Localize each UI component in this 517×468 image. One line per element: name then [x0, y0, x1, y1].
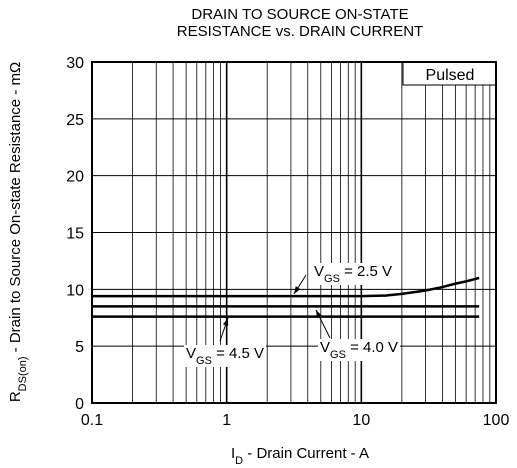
chart-title: DRAIN TO SOURCE ON-STATE [191, 6, 408, 23]
y-tick-label: 15 [66, 226, 84, 243]
y-axis-label-part: DS(on) [17, 356, 29, 391]
annotation-bg [318, 339, 401, 361]
annotation-part: V [314, 263, 324, 280]
y-axis-label-part: - Drain to Source On-state Resistance - … [7, 62, 24, 357]
y-tick-label: 20 [66, 169, 84, 186]
annotation: VGS = 4.5 V [186, 345, 264, 367]
arrow-head [222, 318, 229, 326]
annotation-part: = 2.5 V [340, 263, 392, 280]
annotation: VGS = 4.0 V [320, 339, 398, 361]
y-axis-label: RDS(on) - Drain to Source On-state Resis… [7, 62, 29, 402]
y-tick-label: 30 [66, 55, 84, 72]
y-tick-label: 10 [66, 282, 84, 299]
x-tick-label: 0.1 [81, 412, 103, 429]
x-axis-label-part: D [235, 455, 243, 467]
annotation-part: GS [324, 273, 340, 285]
legend-text: Pulsed [426, 67, 475, 84]
annotation-part: GS [196, 355, 212, 367]
y-axis-label-part: R [7, 391, 24, 402]
x-axis-label-part: - Drain Current - A [243, 445, 369, 462]
annotation-part: V [320, 339, 330, 356]
y-tick-label: 5 [75, 339, 84, 356]
annotation-part: = 4.5 V [212, 345, 264, 362]
chart-title: RESISTANCE vs. DRAIN CURRENT [177, 23, 423, 40]
x-axis-label: ID - Drain Current - A [231, 445, 369, 467]
x-tick-label: 10 [352, 412, 370, 429]
series-line [92, 276, 480, 298]
x-tick-label: 1 [222, 412, 231, 429]
arrow-head [294, 286, 301, 294]
y-tick-label: 25 [66, 112, 84, 129]
plot-frame [91, 61, 497, 404]
arrow-head [316, 310, 322, 318]
annotation-part: GS [330, 349, 346, 361]
x-tick-label: 100 [483, 412, 510, 429]
annotation-part: V [186, 345, 196, 362]
annotation-bg [312, 263, 395, 285]
annotation: VGS = 2.5 V [314, 263, 392, 285]
x-axis-label-part: I [231, 445, 235, 462]
annotation-part: = 4.0 V [346, 339, 398, 356]
y-tick-label: 0 [75, 396, 84, 413]
annotation-bg [184, 345, 267, 367]
